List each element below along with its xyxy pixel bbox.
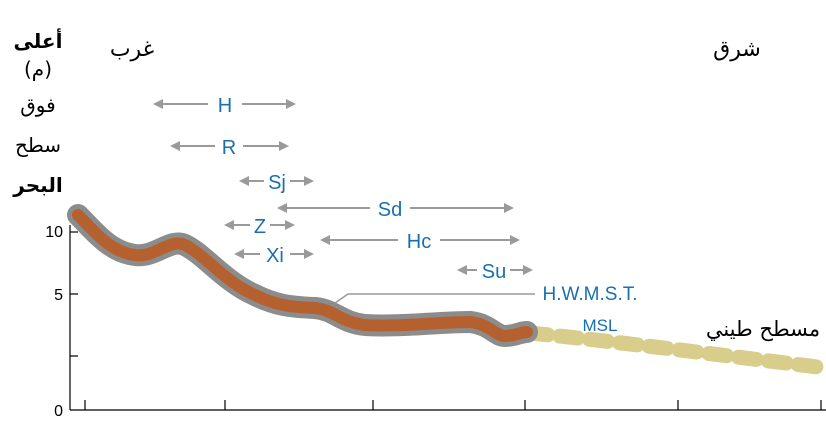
profile-core	[72, 209, 533, 342]
zone-label-Xi: Xi	[266, 245, 284, 267]
west-label: غرب	[110, 37, 154, 62]
y-label-line-1: أعلى	[14, 27, 63, 53]
msl-label: MSL	[583, 316, 618, 335]
y-label-line-4: سطح	[15, 133, 61, 157]
axes	[69, 225, 826, 411]
y-tick-label-0: 0	[54, 403, 63, 420]
zone-label-Sd: Sd	[378, 199, 402, 221]
zone-arrows	[153, 99, 533, 275]
east-label: شرق	[713, 37, 761, 62]
mudflat-label: مسطح طيني	[706, 317, 820, 341]
hwmst-label: H.W.M.S.T.	[543, 284, 638, 305]
zone-labels: H R Sj Sd Z Hc Xi Su	[218, 95, 506, 283]
y-label-line-5: البحر	[12, 173, 62, 197]
y-label-line-2: (م)	[24, 57, 52, 81]
y-tick-label-5: 5	[54, 287, 63, 304]
coastal-profile	[67, 204, 538, 347]
zone-label-Su: Su	[482, 261, 506, 283]
y-tick-label-10: 10	[45, 224, 63, 241]
zone-label-Hc: Hc	[407, 231, 431, 253]
zone-label-H: H	[218, 95, 232, 117]
y-label-line-3: فوق	[20, 93, 55, 117]
zone-label-Z: Z	[254, 216, 266, 238]
hwmst-leader-line	[334, 293, 535, 304]
y-axis-label: أعلى (م) فوق سطح البحر	[12, 27, 62, 197]
zone-label-Sj: Sj	[268, 172, 286, 194]
mudflat-band	[522, 325, 826, 376]
zone-label-R: R	[222, 137, 236, 159]
